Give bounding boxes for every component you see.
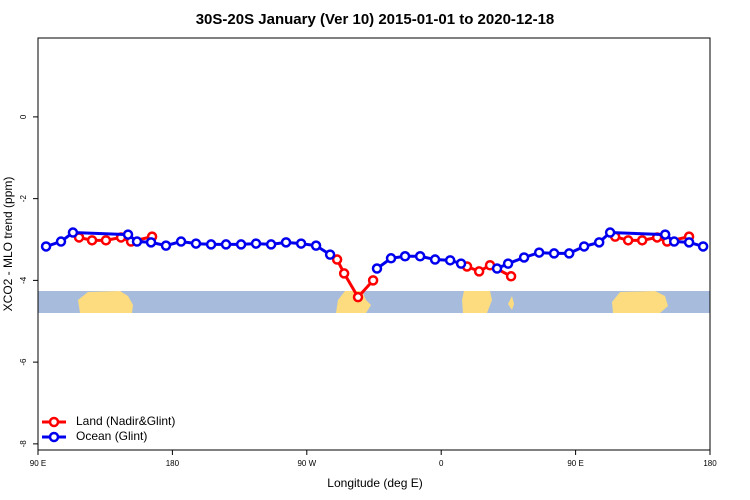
point [324, 249, 336, 260]
x-axis-label: Longitude (deg E) [327, 476, 422, 490]
y-tick-label: -8 [19, 440, 28, 448]
point [67, 227, 79, 238]
point [502, 258, 514, 269]
land-band [612, 291, 668, 313]
point [100, 235, 112, 246]
point [548, 248, 560, 259]
point [604, 227, 616, 238]
point [131, 236, 143, 247]
point [659, 229, 671, 240]
point [175, 236, 187, 247]
point [145, 237, 157, 248]
x-tick-label: 90 W [297, 459, 316, 468]
point [235, 239, 247, 250]
point [367, 275, 379, 286]
point [295, 238, 307, 249]
point [310, 240, 322, 251]
map-band [38, 291, 710, 313]
point [455, 258, 467, 269]
legend-marker [48, 416, 60, 428]
point [491, 263, 503, 274]
point [578, 241, 590, 252]
land-band [508, 296, 514, 310]
point [338, 268, 350, 279]
point [429, 254, 441, 265]
legend-marker [48, 431, 60, 443]
point [636, 235, 648, 246]
y-tick-label: -4 [19, 276, 28, 284]
point [593, 237, 605, 248]
x-tick-label: 90 E [30, 459, 46, 468]
point [265, 239, 277, 250]
point [220, 239, 232, 250]
point [55, 236, 67, 247]
y-tick-label: 0 [19, 114, 28, 119]
point [563, 248, 575, 259]
plot-frame [37, 37, 711, 451]
y-tick-label: -2 [19, 195, 28, 203]
point [250, 238, 262, 249]
point [122, 229, 134, 240]
chart-title: 30S-20S January (Ver 10) 2015-01-01 to 2… [196, 11, 555, 28]
point [280, 237, 292, 248]
point [399, 251, 411, 262]
point [205, 239, 217, 250]
point [371, 263, 383, 274]
legend-label: Ocean (Glint) [76, 429, 147, 443]
point [331, 254, 343, 265]
point [385, 253, 397, 264]
point [40, 241, 52, 252]
point [160, 240, 172, 251]
series-line [78, 235, 690, 300]
x-tick-label: 180 [703, 459, 717, 468]
point [444, 255, 456, 266]
point [473, 266, 485, 277]
x-tick-label: 90 E [567, 459, 583, 468]
land-band [462, 291, 492, 313]
legend-label: Land (Nadir&Glint) [76, 414, 175, 428]
point [683, 237, 695, 248]
point [352, 291, 364, 303]
point [518, 252, 530, 263]
point [505, 271, 517, 282]
land-band [78, 291, 133, 313]
point [414, 251, 426, 262]
point [86, 235, 98, 246]
ocean-band [38, 291, 710, 313]
y-axis-label: XCO2 - MLO trend (ppm) [1, 177, 15, 312]
x-tick-label: 0 [439, 459, 444, 468]
x-tick-label: 180 [166, 459, 180, 468]
point [190, 238, 202, 249]
point [697, 241, 709, 252]
point [668, 236, 680, 247]
point [622, 235, 634, 246]
y-tick-label: -6 [19, 358, 28, 366]
point [533, 247, 545, 258]
